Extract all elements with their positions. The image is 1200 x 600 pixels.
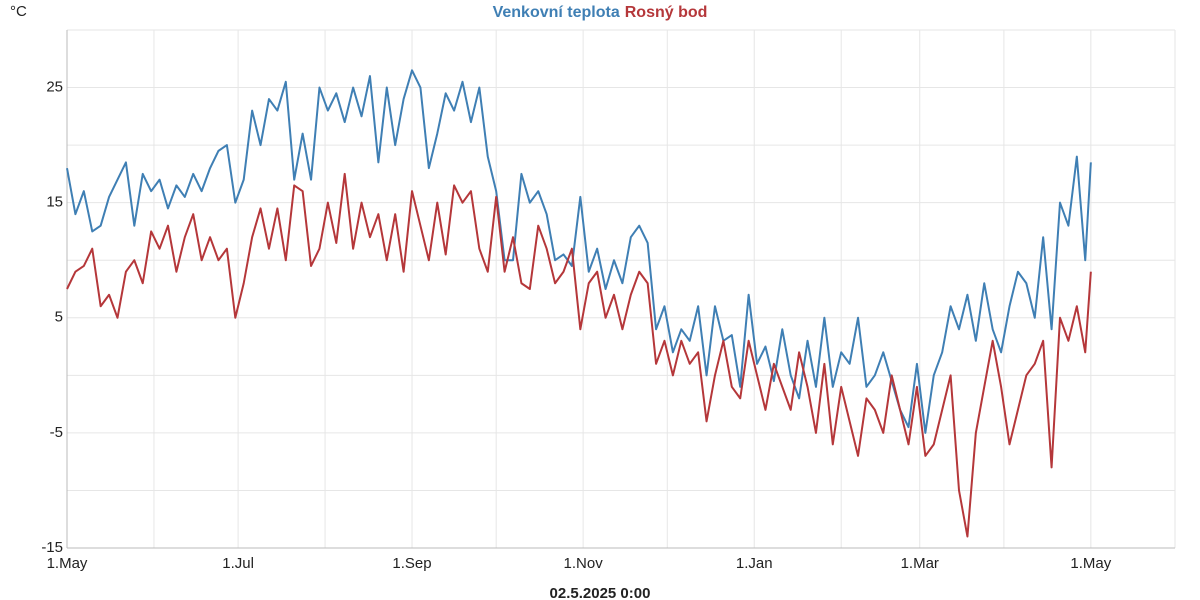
x-tick-label: 1.Nov <box>564 555 604 572</box>
legend: Venkovní teplota Rosný bod <box>493 4 708 21</box>
x-tick-label: 1.May <box>47 555 88 572</box>
y-unit: °C <box>10 3 27 20</box>
y-tick-label: -5 <box>50 424 63 441</box>
series-line <box>66 69 1092 434</box>
y-tick-label: 25 <box>46 79 63 96</box>
x-tick-label: 1.Jan <box>736 555 773 572</box>
x-tick-label: 1.Mar <box>901 555 939 572</box>
x-tick-label: 1.Jul <box>222 555 254 572</box>
x-tick-label: 1.May <box>1070 555 1111 572</box>
x-label: 02.5.2025 0:00 <box>550 585 651 600</box>
series-line <box>66 172 1092 538</box>
y-tick-label: -15 <box>41 539 63 556</box>
legend-entry: Rosný bod <box>625 4 708 21</box>
y-tick-label: 5 <box>55 309 63 326</box>
y-tick-label: 15 <box>46 194 63 211</box>
x-tick-label: 1.Sep <box>392 555 431 572</box>
legend-entry: Venkovní teplota <box>493 4 620 21</box>
